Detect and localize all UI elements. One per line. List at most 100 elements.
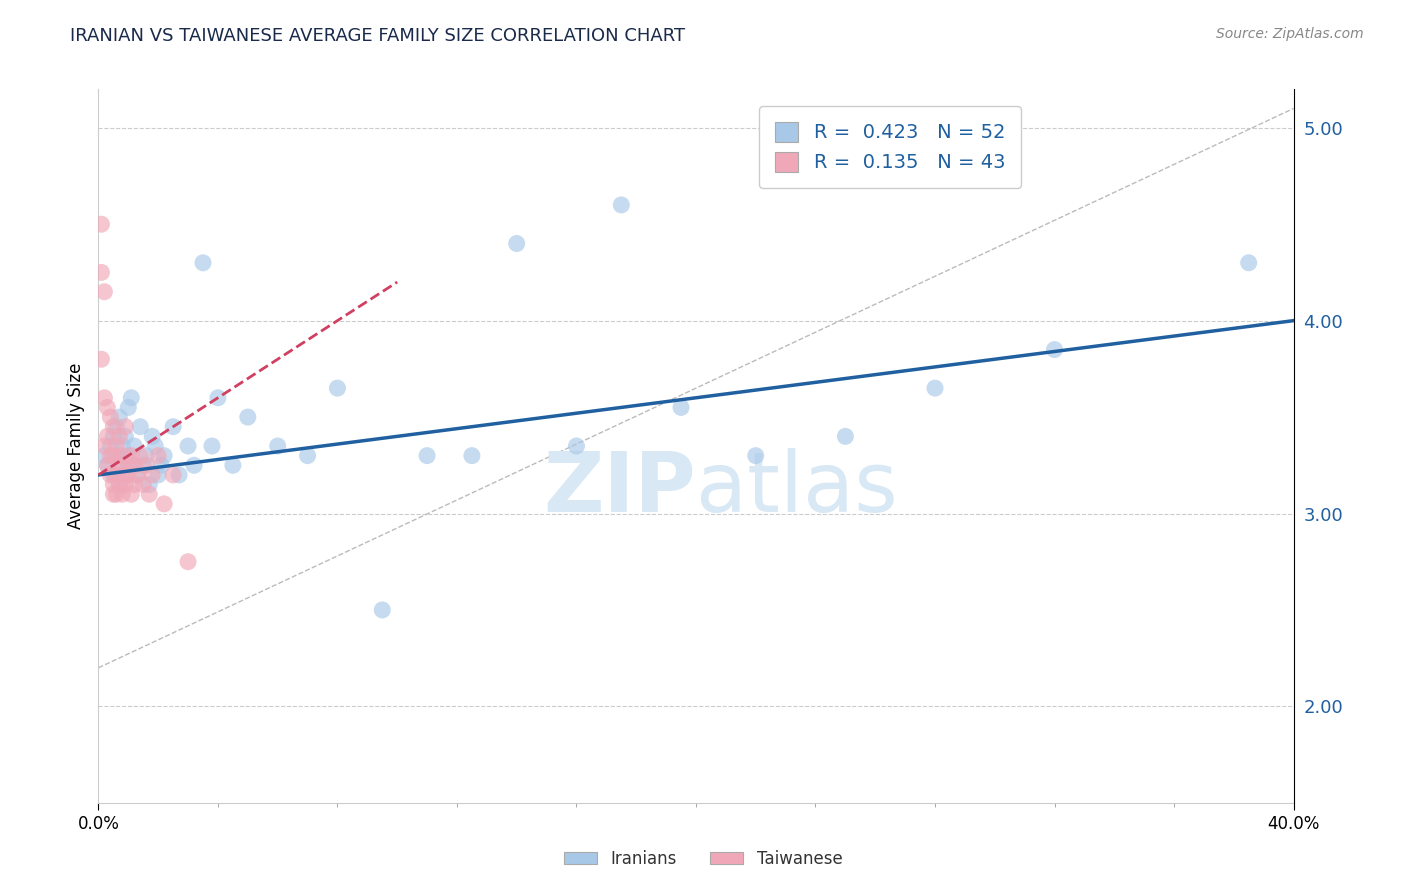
Point	[120, 458, 142, 473]
Point	[135, 458, 157, 473]
Point	[191, 256, 214, 270]
Point	[108, 429, 131, 443]
Point	[108, 410, 131, 425]
Point	[162, 419, 184, 434]
Point	[103, 429, 125, 443]
Point	[565, 439, 588, 453]
Text: atlas: atlas	[696, 449, 897, 529]
Point	[167, 467, 190, 482]
Point	[138, 487, 160, 501]
Point	[105, 467, 128, 482]
Point	[114, 467, 136, 482]
Point	[90, 217, 112, 231]
Point	[90, 265, 112, 279]
Point	[177, 555, 200, 569]
Point	[132, 458, 155, 473]
Point	[98, 410, 122, 425]
Point	[117, 458, 139, 473]
Point	[111, 439, 134, 453]
Point	[141, 429, 163, 443]
Point	[506, 236, 529, 251]
Point	[124, 458, 146, 473]
Point	[111, 487, 134, 501]
Point	[93, 391, 115, 405]
Point	[924, 381, 946, 395]
Point	[120, 449, 142, 463]
Point	[745, 449, 768, 463]
Point	[105, 439, 128, 453]
Point	[96, 458, 118, 473]
Point	[108, 477, 131, 491]
Point	[108, 477, 131, 491]
Point	[150, 458, 173, 473]
Point	[135, 449, 157, 463]
Point	[416, 449, 439, 463]
Point	[127, 467, 149, 482]
Point	[669, 401, 692, 415]
Point	[177, 439, 200, 453]
Point	[117, 467, 139, 482]
Point	[96, 401, 118, 415]
Point	[148, 449, 170, 463]
Point	[117, 401, 139, 415]
Point	[267, 439, 290, 453]
Point	[103, 477, 125, 491]
Point	[132, 477, 155, 491]
Point	[207, 391, 229, 405]
Point	[834, 429, 856, 443]
Point	[114, 477, 136, 491]
Point	[141, 467, 163, 482]
Point	[114, 419, 136, 434]
Point	[103, 467, 125, 482]
Point	[120, 391, 142, 405]
Point	[111, 458, 134, 473]
Point	[371, 603, 394, 617]
Legend: R =  0.423   N = 52, R =  0.135   N = 43: R = 0.423 N = 52, R = 0.135 N = 43	[759, 106, 1021, 188]
Point	[114, 429, 136, 443]
Point	[129, 449, 152, 463]
Point	[105, 419, 128, 434]
Point	[138, 477, 160, 491]
Point	[96, 429, 118, 443]
Point	[90, 352, 112, 367]
Point	[105, 487, 128, 501]
Point	[103, 487, 125, 501]
Point	[153, 449, 176, 463]
Point	[103, 449, 125, 463]
Point	[461, 449, 484, 463]
Text: IRANIAN VS TAIWANESE AVERAGE FAMILY SIZE CORRELATION CHART: IRANIAN VS TAIWANESE AVERAGE FAMILY SIZE…	[70, 27, 686, 45]
Point	[201, 439, 224, 453]
Point	[236, 410, 259, 425]
Point	[162, 467, 184, 482]
Point	[105, 449, 128, 463]
Point	[153, 497, 176, 511]
Point	[124, 477, 146, 491]
Text: Source: ZipAtlas.com: Source: ZipAtlas.com	[1216, 27, 1364, 41]
Point	[1237, 256, 1260, 270]
Legend: Iranians, Taiwanese: Iranians, Taiwanese	[557, 844, 849, 875]
Point	[108, 458, 131, 473]
Point	[129, 419, 152, 434]
Point	[326, 381, 349, 395]
Point	[96, 458, 118, 473]
Point	[127, 467, 149, 482]
Point	[93, 439, 115, 453]
Point	[148, 467, 170, 482]
Point	[103, 419, 125, 434]
Point	[98, 467, 122, 482]
Point	[143, 439, 166, 453]
Point	[93, 285, 115, 299]
Y-axis label: Average Family Size: Average Family Size	[66, 363, 84, 529]
Point	[610, 198, 633, 212]
Point	[1043, 343, 1066, 357]
Point	[124, 439, 146, 453]
Point	[222, 458, 245, 473]
Point	[98, 449, 122, 463]
Point	[297, 449, 319, 463]
Point	[117, 449, 139, 463]
Point	[120, 487, 142, 501]
Text: ZIP: ZIP	[544, 449, 696, 529]
Point	[183, 458, 205, 473]
Point	[93, 449, 115, 463]
Point	[111, 449, 134, 463]
